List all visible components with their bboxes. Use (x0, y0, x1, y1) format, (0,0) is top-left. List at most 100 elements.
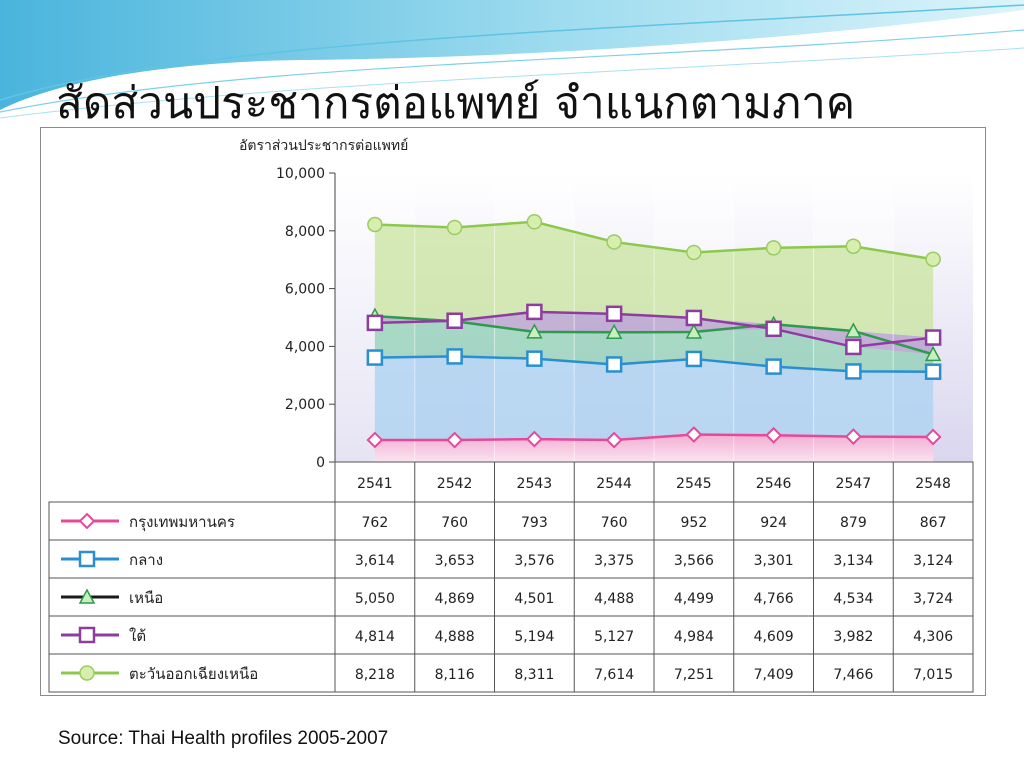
series-line-2 (374, 314, 934, 356)
data-label: 4,984 (674, 629, 714, 645)
data-point (525, 430, 543, 448)
data-point (765, 240, 782, 256)
data-label: 4,888 (435, 629, 475, 645)
x-tick-label: 2547 (836, 476, 872, 492)
data-point (605, 323, 623, 340)
data-point (605, 305, 623, 323)
data-label: 7,251 (674, 667, 714, 683)
legend-marker (78, 512, 96, 530)
data-label: 7,614 (594, 667, 634, 683)
data-table (48, 501, 974, 693)
data-point (765, 320, 782, 338)
data-point (845, 238, 862, 254)
data-label: 952 (681, 515, 708, 531)
data-point (526, 350, 543, 367)
data-label: 3,724 (913, 591, 953, 607)
data-label: 7,466 (833, 667, 873, 683)
data-label: 4,306 (913, 629, 953, 645)
slide-title: สัดส่วนประชากรต่อแพทย์ จำแนกตามภาค (56, 78, 856, 129)
data-point (606, 234, 622, 250)
legend-label: ตะวันออกเฉียงเหนือ (129, 665, 258, 683)
legend-label: กลาง (129, 551, 163, 569)
data-point (924, 363, 942, 380)
data-label: 4,501 (514, 591, 554, 607)
legend-marker (78, 626, 96, 644)
data-label: 3,134 (833, 553, 873, 569)
x-tick-label: 2546 (756, 476, 792, 492)
data-point (925, 251, 941, 268)
data-point (685, 323, 703, 339)
series-line-0 (374, 433, 934, 442)
area-south-north (374, 311, 934, 355)
series-line-1 (374, 355, 934, 373)
x-tick-label: 2545 (676, 476, 712, 492)
data-point (765, 358, 782, 375)
y-tick-label: 8,000 (285, 224, 325, 240)
data-label: 3,614 (355, 553, 395, 569)
data-label: 7,409 (754, 667, 794, 683)
data-point (446, 219, 463, 236)
chart-panel: 0 2,000 4,000 6,000 8,000 10,000 อัตราส่วนประช… (40, 127, 986, 696)
data-point (446, 431, 464, 449)
y-axis-label: อัตราส่วนประชากรต่อแพทย์ (239, 137, 408, 154)
data-label: 760 (601, 515, 628, 531)
data-point (844, 428, 862, 446)
data-point (924, 345, 942, 362)
legend-label: เหนือ (129, 589, 163, 607)
data-point (605, 356, 623, 373)
legend-marker (78, 588, 96, 604)
data-label: 7,015 (913, 667, 953, 683)
data-point (685, 309, 703, 327)
x-tick-label: 2541 (357, 476, 393, 492)
series-line-4 (374, 220, 934, 261)
data-label: 879 (840, 515, 867, 531)
data-point (765, 426, 783, 444)
data-label: 4,814 (355, 629, 395, 645)
data-label: 8,116 (435, 667, 475, 683)
data-label: 3,576 (514, 553, 554, 569)
data-label: 867 (920, 515, 947, 531)
data-label: 3,301 (754, 553, 794, 569)
data-label: 4,869 (435, 591, 475, 607)
data-label: 5,127 (594, 629, 634, 645)
header-decoration (0, 0, 1024, 119)
data-point (845, 338, 862, 356)
data-label: 3,566 (674, 553, 714, 569)
data-point (686, 244, 702, 261)
data-point (924, 329, 942, 346)
data-label: 4,609 (754, 629, 794, 645)
data-label: 793 (521, 515, 548, 531)
y-tick-label: 10,000 (276, 166, 325, 182)
data-label: 3,124 (913, 553, 953, 569)
x-tick-label: 2548 (915, 476, 951, 492)
data-label: 4,499 (674, 591, 714, 607)
source-note: Source: Thai Health profiles 2005-2007 (58, 728, 389, 749)
data-label: 3,375 (594, 553, 634, 569)
data-label: 762 (362, 515, 389, 531)
data-point (685, 426, 703, 443)
data-point (446, 348, 463, 365)
legend-marker (79, 665, 95, 681)
legend-label: กรุงเทพมหานคร (129, 513, 235, 532)
series-line-3 (374, 310, 934, 349)
y-tick-label: 6,000 (285, 282, 325, 298)
data-point (366, 431, 384, 449)
y-tick-label: 0 (316, 455, 325, 471)
x-tick-label: 2543 (517, 476, 553, 492)
data-point (685, 350, 703, 368)
data-point (526, 303, 543, 321)
data-point (446, 312, 463, 329)
data-label: 924 (760, 515, 787, 531)
legend-marker (78, 550, 96, 568)
data-label: 4,766 (754, 591, 794, 607)
x-tick-label: 2544 (596, 476, 632, 492)
legend-label: ใต้ (129, 627, 146, 645)
data-label: 5,194 (514, 629, 554, 645)
data-label: 3,653 (435, 553, 475, 569)
x-tick-label: 2542 (437, 476, 473, 492)
data-point (526, 214, 543, 230)
data-point (526, 323, 543, 339)
y-tick-label: 4,000 (285, 339, 325, 355)
data-point (924, 428, 942, 446)
line-chart: 0 2,000 4,000 6,000 8,000 10,000 อัตราส่วนประช… (48, 137, 974, 693)
